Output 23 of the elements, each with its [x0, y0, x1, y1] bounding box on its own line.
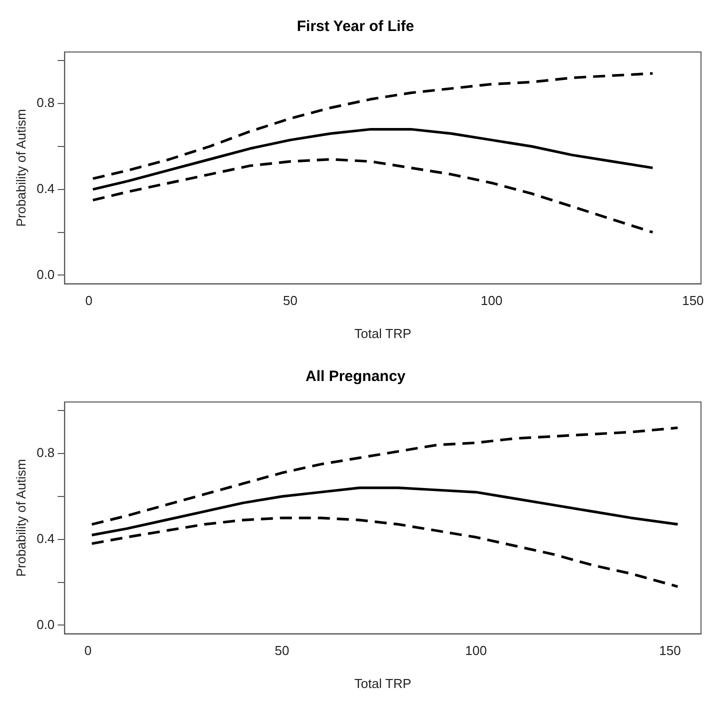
y-tick-label: 0.0: [36, 616, 55, 632]
x-axis-title: Total TRP: [354, 326, 412, 341]
x-tick-label: 50: [282, 293, 298, 308]
x-tick-label: 150: [682, 293, 704, 308]
line-series: [92, 158, 654, 234]
line-series: [90, 426, 680, 526]
chart-title: All Pregnancy: [305, 368, 406, 386]
y-tick-label: 0.4: [36, 530, 55, 546]
x-tick-label: 100: [480, 293, 502, 308]
x-tick-label: 150: [659, 643, 681, 658]
line-series: [92, 72, 654, 180]
x-tick-label: 0: [85, 293, 92, 308]
x-tick-label: 0: [84, 643, 92, 658]
x-axis-title: Total TRP: [354, 676, 412, 691]
y-tick-label: 0.8: [36, 445, 55, 460]
x-tick-label: 100: [465, 643, 487, 658]
y-tick-label: 0.4: [36, 180, 55, 196]
line-series: [90, 516, 680, 588]
y-axis-title: Probability of Autism: [13, 109, 28, 227]
x-tick-label: 50: [274, 643, 290, 658]
chart-title: First Year of Life: [296, 18, 414, 36]
y-axis-title: Probability of Autism: [13, 459, 28, 577]
y-tick-label: 0.8: [36, 95, 55, 110]
